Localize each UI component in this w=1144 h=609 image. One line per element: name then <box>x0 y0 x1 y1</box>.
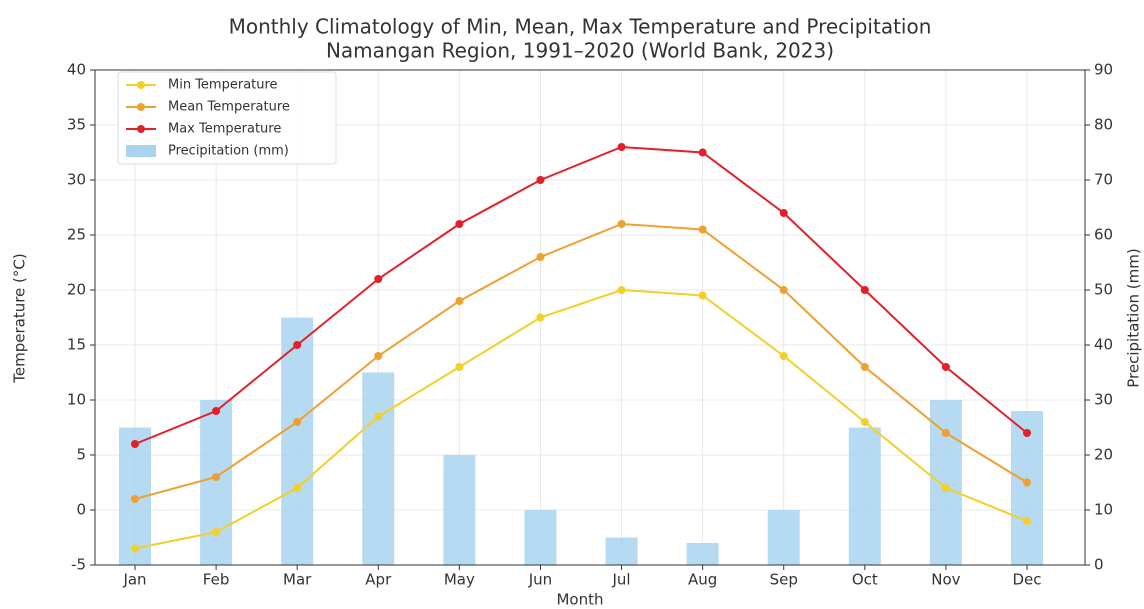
point <box>455 220 464 228</box>
point <box>131 440 139 448</box>
point <box>212 528 221 536</box>
y-tick-label: 40 <box>67 61 86 79</box>
y-tick-label: 30 <box>67 171 86 189</box>
y2-axis-label: Precipitation (mm) <box>1125 248 1143 387</box>
bar <box>443 455 476 565</box>
x-tick-label: May <box>444 571 475 589</box>
y2-tick-label: 60 <box>1094 226 1113 244</box>
point <box>455 363 464 371</box>
x-tick-label: Feb <box>203 571 230 589</box>
y-tick-label: 20 <box>67 281 86 299</box>
legend-label: Min Temperature <box>168 78 278 93</box>
point <box>617 220 626 228</box>
bar <box>281 317 314 565</box>
point <box>536 253 545 261</box>
y-axis-label: Temperature (°C) <box>11 253 29 383</box>
point <box>1023 429 1031 437</box>
point <box>698 225 707 234</box>
bar <box>200 400 233 565</box>
y-tick-label: 25 <box>67 226 86 244</box>
y2-tick-label: 90 <box>1094 61 1113 79</box>
point <box>941 363 950 371</box>
point <box>131 495 139 503</box>
point <box>1023 478 1031 487</box>
x-tick-label: Oct <box>852 571 878 589</box>
point <box>617 143 626 151</box>
legend-marker <box>137 125 145 133</box>
point <box>860 286 869 294</box>
point <box>212 473 221 481</box>
plot-frame <box>94 69 1086 566</box>
point <box>293 418 302 426</box>
legend-box <box>117 71 337 165</box>
y-tick-label: 0 <box>76 501 86 519</box>
point <box>941 484 950 492</box>
point <box>860 418 869 426</box>
y2-tick-label: 0 <box>1094 556 1104 574</box>
legend-marker <box>137 81 145 89</box>
y-tick-label: -5 <box>71 556 86 574</box>
point <box>617 286 626 294</box>
bar <box>605 537 638 565</box>
legend-label: Precipitation (mm) <box>168 144 289 159</box>
point <box>941 429 950 437</box>
x-tick-label: Dec <box>1012 571 1041 589</box>
x-tick-label: Sep <box>770 571 798 589</box>
bar <box>767 510 800 565</box>
point <box>779 352 788 360</box>
chart-subtitle: Namangan Region, 1991–2020 (World Bank, … <box>326 39 834 63</box>
point <box>212 407 221 415</box>
y2-tick-label: 20 <box>1094 446 1113 464</box>
x-tick-label: Apr <box>365 571 392 589</box>
y2-tick-label: 80 <box>1094 116 1113 134</box>
point <box>536 313 545 322</box>
y2-tick-label: 40 <box>1094 336 1113 354</box>
y-tick-label: 15 <box>67 336 86 354</box>
point <box>698 291 707 300</box>
x-tick-label: Jul <box>611 571 630 589</box>
series-line <box>134 222 1028 500</box>
y2-tick-label: 10 <box>1094 501 1113 519</box>
series-line <box>134 288 1028 550</box>
y-tick-label: 10 <box>67 391 86 409</box>
point <box>455 297 464 305</box>
y2-tick-label: 70 <box>1094 171 1113 189</box>
point <box>779 209 788 217</box>
chart-title: Monthly Climatology of Min, Mean, Max Te… <box>229 15 932 39</box>
bar <box>848 427 881 565</box>
point <box>1023 517 1031 525</box>
point <box>293 341 302 349</box>
y-tick-label: 35 <box>67 116 86 134</box>
point <box>536 176 545 184</box>
x-tick-label: Aug <box>688 571 717 589</box>
point <box>131 544 139 553</box>
legend-label: Max Temperature <box>168 122 281 137</box>
x-tick-label: Mar <box>283 571 312 589</box>
bar <box>686 543 719 565</box>
bar <box>362 372 395 565</box>
point <box>779 286 788 294</box>
point <box>860 363 869 371</box>
point <box>374 275 383 283</box>
x-axis-label: Month <box>556 591 603 609</box>
point <box>374 412 383 421</box>
series-line <box>134 145 1028 445</box>
bar <box>929 400 962 565</box>
legend-swatch <box>126 145 156 157</box>
legend-label: Mean Temperature <box>168 100 290 115</box>
legend-marker <box>137 103 145 111</box>
bar <box>524 510 557 565</box>
point <box>698 148 707 157</box>
x-tick-label: Nov <box>931 571 960 589</box>
point <box>374 352 383 360</box>
point <box>293 484 302 492</box>
y2-tick-label: 30 <box>1094 391 1113 409</box>
x-tick-label: Jan <box>122 571 146 589</box>
y2-tick-label: 50 <box>1094 281 1113 299</box>
y-tick-label: 5 <box>76 446 86 464</box>
x-tick-label: Jun <box>528 571 552 589</box>
